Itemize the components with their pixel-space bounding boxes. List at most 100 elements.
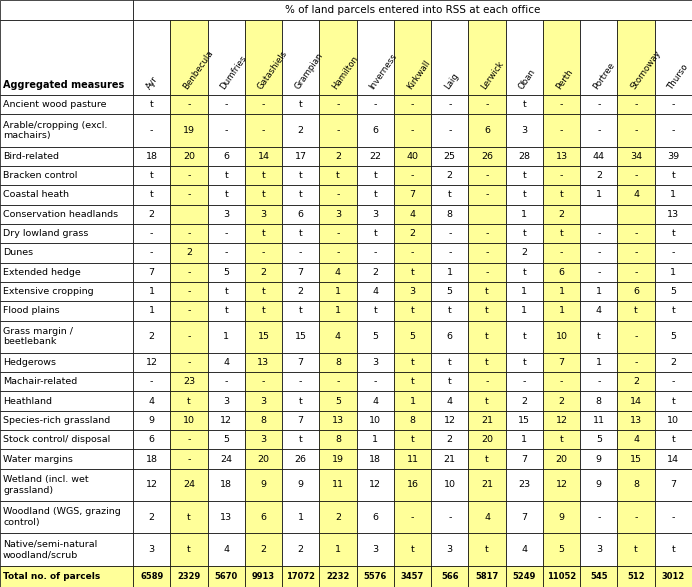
Text: 4: 4 <box>335 268 341 276</box>
Bar <box>655 95 692 114</box>
Text: 22: 22 <box>370 151 381 161</box>
Text: 40: 40 <box>406 151 419 161</box>
Bar <box>282 392 319 411</box>
Bar <box>0 224 133 243</box>
Bar <box>282 301 319 321</box>
Text: 5: 5 <box>223 436 229 444</box>
Bar <box>431 262 468 282</box>
Bar <box>208 205 245 224</box>
Text: 3: 3 <box>372 545 379 554</box>
Text: 1: 1 <box>372 436 379 444</box>
Bar <box>617 166 655 185</box>
Text: t: t <box>522 100 526 109</box>
Bar <box>0 392 133 411</box>
Text: 3: 3 <box>260 397 266 406</box>
Text: 2: 2 <box>521 397 527 406</box>
Bar <box>319 205 356 224</box>
Bar <box>0 430 133 450</box>
Text: Coastal heath: Coastal heath <box>3 190 69 200</box>
Bar <box>133 224 170 243</box>
Bar <box>580 262 617 282</box>
Bar <box>133 353 170 372</box>
Text: 14: 14 <box>630 397 642 406</box>
Text: 7: 7 <box>149 268 154 276</box>
Bar <box>655 411 692 430</box>
Text: -: - <box>635 100 638 109</box>
Text: 2329: 2329 <box>177 572 201 581</box>
Text: Dunes: Dunes <box>3 248 33 258</box>
Bar <box>170 205 208 224</box>
Bar <box>617 392 655 411</box>
Bar <box>0 282 133 301</box>
Text: -: - <box>150 248 154 258</box>
Bar <box>282 469 319 501</box>
Text: t: t <box>374 229 377 238</box>
Bar <box>319 282 356 301</box>
Bar <box>543 95 580 114</box>
Text: t: t <box>485 397 489 406</box>
Bar <box>170 262 208 282</box>
Bar <box>655 166 692 185</box>
Text: t: t <box>522 332 526 341</box>
Bar <box>394 565 431 587</box>
Bar <box>133 321 170 353</box>
Bar <box>319 533 356 565</box>
Text: Native/semi-natural
woodland/scrub: Native/semi-natural woodland/scrub <box>3 539 98 559</box>
Bar <box>580 533 617 565</box>
Bar <box>580 392 617 411</box>
Text: 20: 20 <box>556 455 567 464</box>
Text: 3: 3 <box>596 545 602 554</box>
Text: 21: 21 <box>481 416 493 425</box>
Bar <box>468 147 506 166</box>
Text: 3: 3 <box>372 358 379 367</box>
Bar <box>506 243 543 262</box>
Text: 6: 6 <box>372 126 379 135</box>
Text: t: t <box>299 190 302 200</box>
Bar <box>580 301 617 321</box>
Bar <box>208 430 245 450</box>
Text: 4: 4 <box>149 397 154 406</box>
Text: 13: 13 <box>667 210 680 219</box>
Text: -: - <box>635 268 638 276</box>
Bar <box>356 430 394 450</box>
Bar <box>617 262 655 282</box>
Bar <box>580 282 617 301</box>
Bar <box>617 243 655 262</box>
Bar <box>0 166 133 185</box>
Bar <box>543 166 580 185</box>
Bar <box>468 372 506 392</box>
Text: Hamilton: Hamilton <box>331 54 361 91</box>
Text: t: t <box>485 358 489 367</box>
Bar <box>580 205 617 224</box>
Text: Woodland (WGS, grazing
control): Woodland (WGS, grazing control) <box>3 508 120 527</box>
Bar <box>543 262 580 282</box>
Bar <box>543 392 580 411</box>
Bar <box>655 114 692 147</box>
Bar <box>133 243 170 262</box>
Bar <box>580 501 617 533</box>
Text: 15: 15 <box>630 455 642 464</box>
Text: 26: 26 <box>295 455 307 464</box>
Bar <box>506 185 543 205</box>
Text: 1: 1 <box>521 210 527 219</box>
Bar <box>468 533 506 565</box>
Bar <box>394 372 431 392</box>
Text: t: t <box>522 358 526 367</box>
Text: 5: 5 <box>596 436 602 444</box>
Text: Dry lowland grass: Dry lowland grass <box>3 229 89 238</box>
Bar <box>431 185 468 205</box>
Bar <box>133 411 170 430</box>
Bar <box>468 185 506 205</box>
Text: -: - <box>672 248 675 258</box>
Text: t: t <box>299 397 302 406</box>
Text: 20: 20 <box>257 455 269 464</box>
Bar <box>468 95 506 114</box>
Text: Portree: Portree <box>592 60 617 91</box>
Text: t: t <box>522 171 526 180</box>
Text: t: t <box>224 190 228 200</box>
Text: 1: 1 <box>298 512 304 522</box>
Text: t: t <box>448 190 452 200</box>
Bar <box>617 301 655 321</box>
Bar <box>655 185 692 205</box>
Bar <box>617 372 655 392</box>
